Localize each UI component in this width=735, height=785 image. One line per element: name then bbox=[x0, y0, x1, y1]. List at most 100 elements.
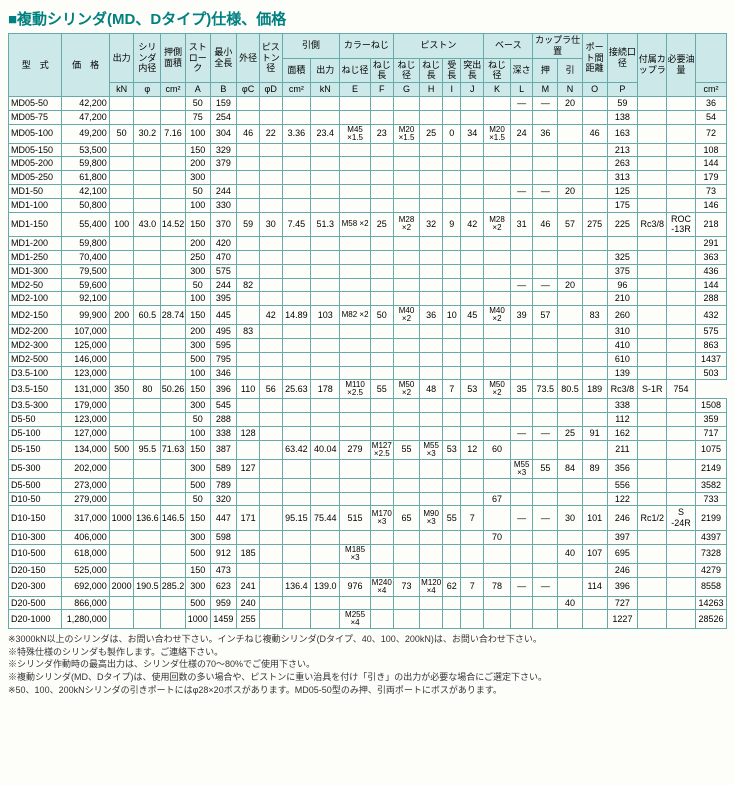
table-cell: 338 bbox=[607, 399, 638, 413]
table-cell: 241 bbox=[237, 577, 260, 596]
table-row: D5-100127,000100338128——2591162717 bbox=[9, 426, 727, 440]
table-cell: — bbox=[510, 184, 533, 198]
table-cell: 75.44 bbox=[311, 506, 340, 531]
table-cell bbox=[259, 366, 282, 380]
table-cell: 92,100 bbox=[62, 292, 109, 306]
table-cell: D20-500 bbox=[9, 596, 62, 610]
table-cell: 330 bbox=[210, 198, 237, 212]
table-cell: 60.5 bbox=[134, 306, 161, 325]
table-cell: 91 bbox=[582, 426, 607, 440]
table-cell: 146,000 bbox=[62, 352, 109, 366]
table-cell bbox=[393, 413, 420, 427]
table-cell: 50.26 bbox=[161, 380, 186, 399]
table-cell bbox=[161, 278, 186, 292]
table-cell bbox=[461, 492, 484, 506]
table-row: MD05-15053,500150329213108 bbox=[9, 143, 727, 157]
table-cell bbox=[282, 596, 311, 610]
table-cell bbox=[340, 198, 371, 212]
table-cell: 300 bbox=[185, 459, 210, 478]
table-cell: 275 bbox=[582, 212, 607, 237]
table-cell: 127,000 bbox=[62, 426, 109, 440]
table-cell bbox=[533, 264, 558, 278]
table-cell bbox=[420, 596, 443, 610]
table-cell: M28 ×2 bbox=[484, 212, 511, 237]
table-cell: 500 bbox=[185, 544, 210, 563]
table-cell: 863 bbox=[695, 338, 726, 352]
table-cell bbox=[134, 366, 161, 380]
table-cell bbox=[533, 492, 558, 506]
table-cell bbox=[259, 577, 282, 596]
table-cell bbox=[582, 198, 607, 212]
table-cell bbox=[638, 278, 667, 292]
table-cell: 959 bbox=[210, 596, 237, 610]
table-cell bbox=[461, 413, 484, 427]
table-cell bbox=[420, 237, 443, 251]
table-cell bbox=[558, 325, 583, 339]
table-cell bbox=[282, 338, 311, 352]
table-cell bbox=[420, 96, 443, 110]
table-cell bbox=[370, 110, 393, 124]
table-cell bbox=[442, 171, 461, 185]
table-cell: 225 bbox=[607, 212, 638, 237]
table-cell bbox=[484, 278, 511, 292]
table-cell bbox=[259, 96, 282, 110]
table-cell: 95.15 bbox=[282, 506, 311, 531]
table-cell bbox=[370, 426, 393, 440]
table-cell bbox=[161, 459, 186, 478]
table-cell bbox=[370, 184, 393, 198]
table-row: D10-50279,0005032067122733 bbox=[9, 492, 727, 506]
table-cell: 190.5 bbox=[134, 577, 161, 596]
table-cell: 14263 bbox=[695, 596, 726, 610]
table-cell: 503 bbox=[695, 366, 726, 380]
table-cell: 36 bbox=[420, 306, 443, 325]
table-cell bbox=[420, 492, 443, 506]
table-cell: 139.0 bbox=[311, 577, 340, 596]
h-pull: 引側 bbox=[282, 34, 340, 59]
table-cell bbox=[259, 544, 282, 563]
table-cell: D5-300 bbox=[9, 459, 62, 478]
table-cell bbox=[161, 237, 186, 251]
h-model: 型 式 bbox=[9, 34, 62, 97]
table-cell: 53 bbox=[461, 380, 484, 399]
table-cell bbox=[340, 171, 371, 185]
table-cell bbox=[237, 530, 260, 544]
table-cell bbox=[282, 366, 311, 380]
table-cell: 50,800 bbox=[62, 198, 109, 212]
table-cell: 46 bbox=[533, 212, 558, 237]
table-cell bbox=[259, 440, 282, 459]
table-cell: 139 bbox=[607, 366, 638, 380]
table-row: MD05-20059,800200379263144 bbox=[9, 157, 727, 171]
table-cell bbox=[582, 478, 607, 492]
table-cell: 63.42 bbox=[282, 440, 311, 459]
table-cell: 83 bbox=[237, 325, 260, 339]
table-cell: 200 bbox=[185, 237, 210, 251]
table-cell bbox=[461, 530, 484, 544]
table-cell bbox=[340, 366, 371, 380]
table-cell: 150 bbox=[185, 563, 210, 577]
table-cell bbox=[109, 478, 134, 492]
table-cell bbox=[134, 171, 161, 185]
table-cell: 359 bbox=[695, 413, 726, 427]
table-cell: 55,400 bbox=[62, 212, 109, 237]
table-cell bbox=[109, 338, 134, 352]
table-cell bbox=[311, 264, 340, 278]
table-cell: 100 bbox=[185, 198, 210, 212]
table-cell: 575 bbox=[695, 325, 726, 339]
table-cell bbox=[282, 530, 311, 544]
table-cell bbox=[533, 250, 558, 264]
table-cell: MD05-200 bbox=[9, 157, 62, 171]
table-cell bbox=[420, 426, 443, 440]
table-cell: 25.63 bbox=[282, 380, 311, 399]
table-cell bbox=[461, 198, 484, 212]
table-cell: — bbox=[533, 96, 558, 110]
table-cell bbox=[282, 492, 311, 506]
table-cell: — bbox=[533, 426, 558, 440]
table-cell bbox=[420, 278, 443, 292]
table-cell bbox=[638, 157, 667, 171]
table-cell bbox=[340, 338, 371, 352]
table-cell bbox=[484, 544, 511, 563]
table-cell bbox=[134, 352, 161, 366]
table-cell: 263 bbox=[607, 157, 638, 171]
table-cell bbox=[161, 413, 186, 427]
table-cell: 40 bbox=[558, 544, 583, 563]
